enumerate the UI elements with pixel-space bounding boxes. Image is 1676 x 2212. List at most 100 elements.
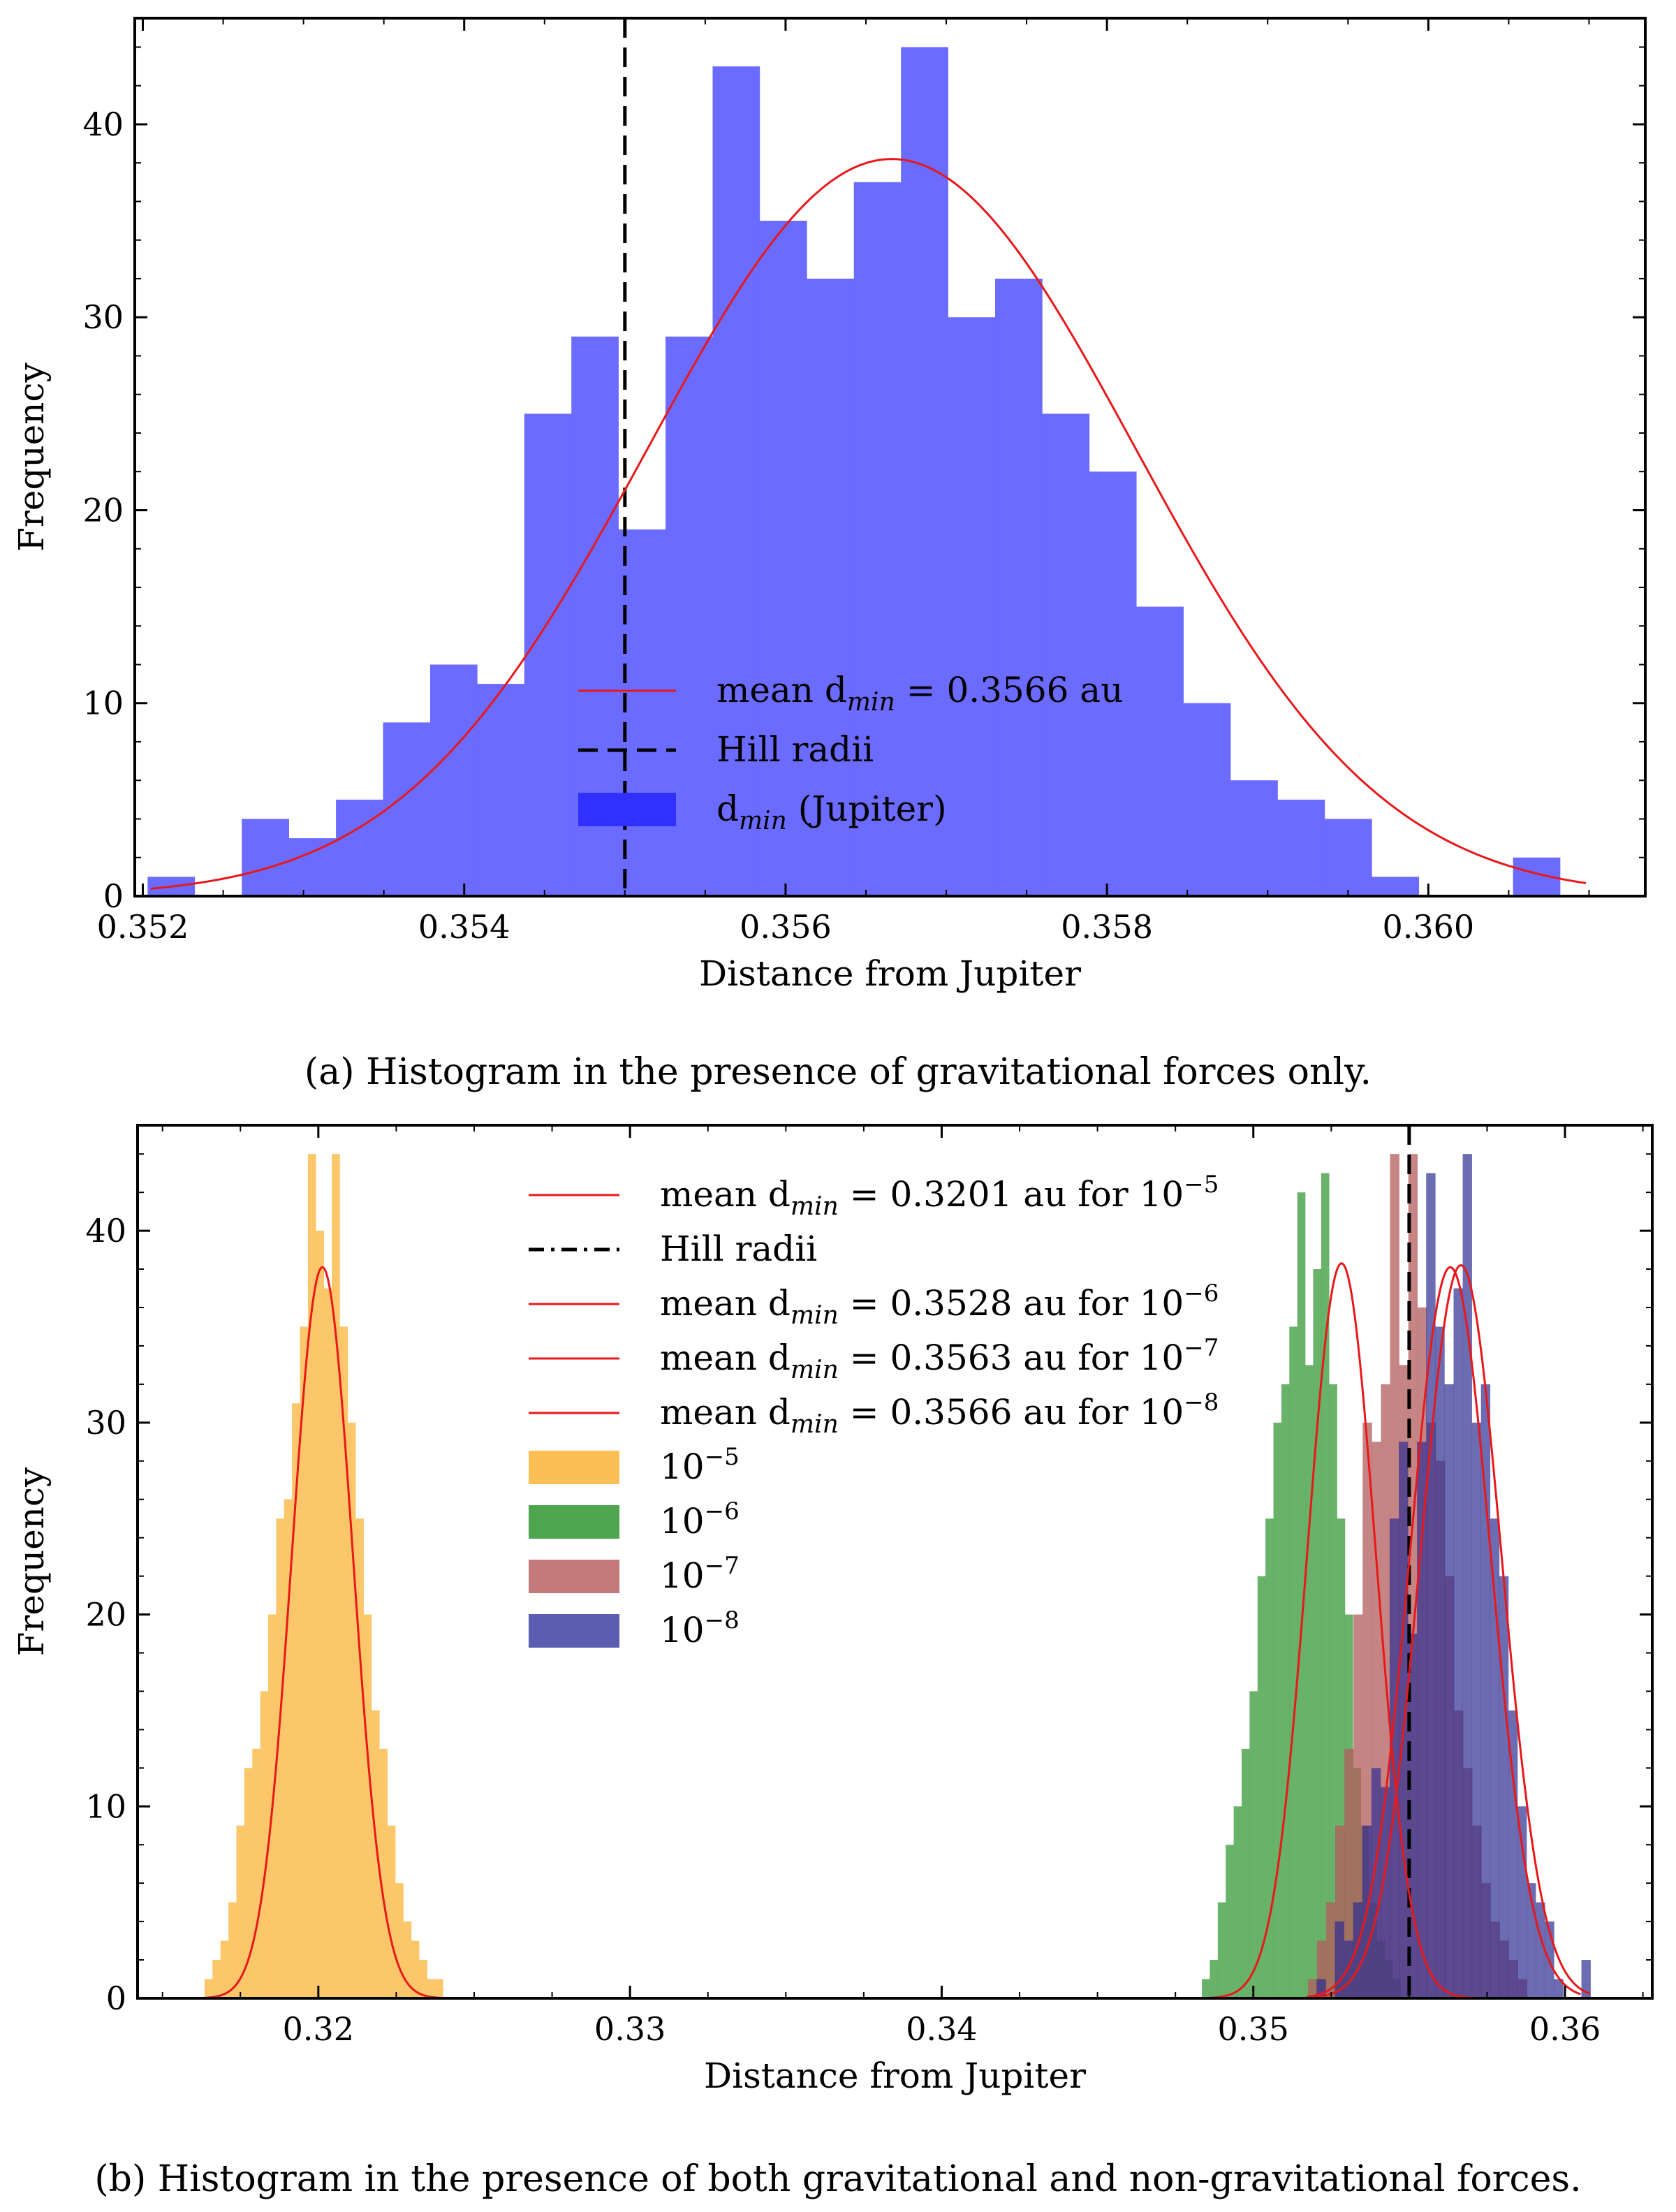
histogram-bar	[284, 1499, 293, 1998]
histogram-bar	[429, 664, 478, 896]
histogram-bar	[1305, 1365, 1314, 1998]
histogram-bar	[524, 413, 572, 896]
caption-b: (b) Histogram in the presence of both gr…	[94, 2158, 1582, 2200]
histogram-bar	[355, 1518, 364, 1998]
y-tick-label: 20	[82, 491, 124, 529]
gaussian-fit-line	[150, 158, 1587, 890]
histogram-bar	[759, 221, 807, 896]
histogram-bar	[1344, 1748, 1354, 1998]
histogram-bar	[427, 1979, 436, 1998]
legend-label: 10−6	[660, 1497, 740, 1541]
histogram-bar	[1042, 413, 1090, 896]
histogram-bar	[807, 278, 855, 896]
histogram-panel-b: 0.32 0.33 0.34 0.35 0.36 0 10 20 30 40 Distance fr…	[0, 1107, 1676, 2209]
x-tick-label: 0.358	[1061, 908, 1153, 946]
histogram-bar	[1136, 606, 1184, 896]
y-axis-label: Frequency	[11, 1467, 52, 1656]
x-tick-label: 0.36	[1529, 2010, 1601, 2048]
gaussian-fit-line	[1210, 1262, 1478, 1998]
gaussian-fit-line	[1312, 1264, 1591, 1998]
histogram-bar	[1313, 1269, 1322, 1998]
legend-label: 10−7	[660, 1552, 740, 1596]
histogram-bar	[853, 182, 902, 896]
legend-patch-swatch	[529, 1560, 619, 1593]
histogram-bar	[1230, 780, 1278, 896]
histogram-bar	[260, 1691, 269, 1998]
legend: mean dmin = 0.3201 au for 10−5 Hill radii…	[529, 1171, 1219, 1650]
histogram-bar	[1183, 703, 1231, 896]
histogram-bar	[1242, 1748, 1250, 1998]
histogram-bar	[1453, 1288, 1463, 1998]
histogram-bar	[1554, 1979, 1564, 1998]
y-tick-label: 40	[82, 105, 124, 143]
x-tick-label: 0.356	[740, 908, 832, 946]
histogram-bar	[1480, 1384, 1491, 1998]
y-tick-label: 30	[82, 298, 124, 336]
legend-label: Hill radii	[660, 1229, 817, 1269]
histogram-bar	[1417, 1442, 1427, 1998]
histogram-bar	[1444, 1384, 1454, 1998]
legend-label: mean dmin = 0.3566 au	[716, 670, 1123, 717]
histogram-bar	[316, 1231, 324, 1998]
histogram-bar	[1249, 1691, 1258, 1998]
histogram-bar	[228, 1902, 237, 1998]
y-tick-label: 40	[85, 1212, 126, 1250]
histogram-bar	[1202, 1979, 1210, 1998]
histogram-bar	[1226, 1845, 1234, 1998]
y-tick-label: 30	[85, 1404, 126, 1442]
histogram-bar	[1210, 1960, 1219, 1998]
histogram-bar	[1536, 1902, 1545, 1998]
histogram-bar	[1337, 1518, 1346, 1998]
histogram-bar	[242, 819, 289, 896]
histogram-bar	[1321, 1173, 1330, 1998]
histogram-bar	[395, 1883, 404, 1998]
histogram-bar	[204, 1979, 213, 1998]
histogram-bar	[1277, 799, 1325, 896]
histogram-bar	[712, 66, 760, 896]
histogram-bar	[477, 684, 525, 896]
histogram-bar	[1257, 1576, 1266, 1998]
histogram-panel-a: 0.352 0.354 0.356 0.358 0.360 0 10 20 30 40 Distan…	[0, 0, 1676, 1048]
histogram-bar	[901, 47, 948, 896]
plot-frame	[133, 17, 1647, 898]
histogram-bar	[332, 1154, 340, 1998]
gaussian-fit-line	[1306, 1266, 1581, 1998]
y-axis-label: Frequency	[11, 362, 52, 552]
legend-patch-swatch	[578, 793, 676, 826]
histogram-bar	[1426, 1173, 1436, 1998]
x-axis-label: Distance from Jupiter	[704, 2056, 1086, 2096]
histogram-bar	[339, 1326, 348, 1998]
legend-label: 10−5	[660, 1443, 740, 1487]
histogram-bar	[1508, 1710, 1518, 1998]
plot-frame	[136, 1124, 1654, 2000]
x-tick-label: 0.360	[1383, 908, 1475, 946]
histogram-bar	[323, 1288, 332, 1998]
histogram-bar	[1517, 1806, 1527, 1998]
histogram-bar	[994, 278, 1043, 896]
histogram-bar	[403, 1921, 412, 1998]
legend-patch-swatch	[529, 1505, 619, 1539]
legend-label: mean dmin = 0.3528 au for 10−6	[660, 1280, 1219, 1330]
histogram-bar	[1289, 1326, 1298, 1998]
histogram-bar	[1265, 1518, 1274, 1998]
x-tick-label: 0.352	[97, 908, 189, 946]
histogram-bar	[1462, 1154, 1472, 1998]
histogram-bar	[220, 1940, 229, 1998]
histogram-bar	[1581, 1960, 1591, 1998]
plot-area	[147, 18, 1587, 896]
legend-label: mean dmin = 0.3566 au for 10−8	[660, 1389, 1219, 1439]
legend: mean dmin = 0.3566 au Hill radii dmin (Jup…	[578, 670, 1123, 835]
histogram-bar	[1329, 1384, 1337, 1998]
legend-label: Hill radii	[716, 729, 874, 770]
histogram-bar	[1307, 1979, 1318, 1998]
histogram-bar	[1325, 1902, 1336, 1998]
histogram-chart-b: 0.32 0.33 0.34 0.35 0.36 0 10 20 30 40 Distance fr…	[11, 1124, 1654, 2096]
histogram-bar	[363, 1614, 372, 1998]
y-tick-label: 10	[85, 1787, 126, 1825]
histogram-bar	[379, 1748, 388, 1998]
y-tick-label: 10	[82, 684, 124, 722]
x-tick-label: 0.33	[594, 2010, 666, 2048]
histogram-bar	[236, 1825, 245, 1998]
histogram-bar	[1499, 1576, 1509, 1998]
legend-label: mean dmin = 0.3201 au for 10−5	[660, 1171, 1219, 1221]
